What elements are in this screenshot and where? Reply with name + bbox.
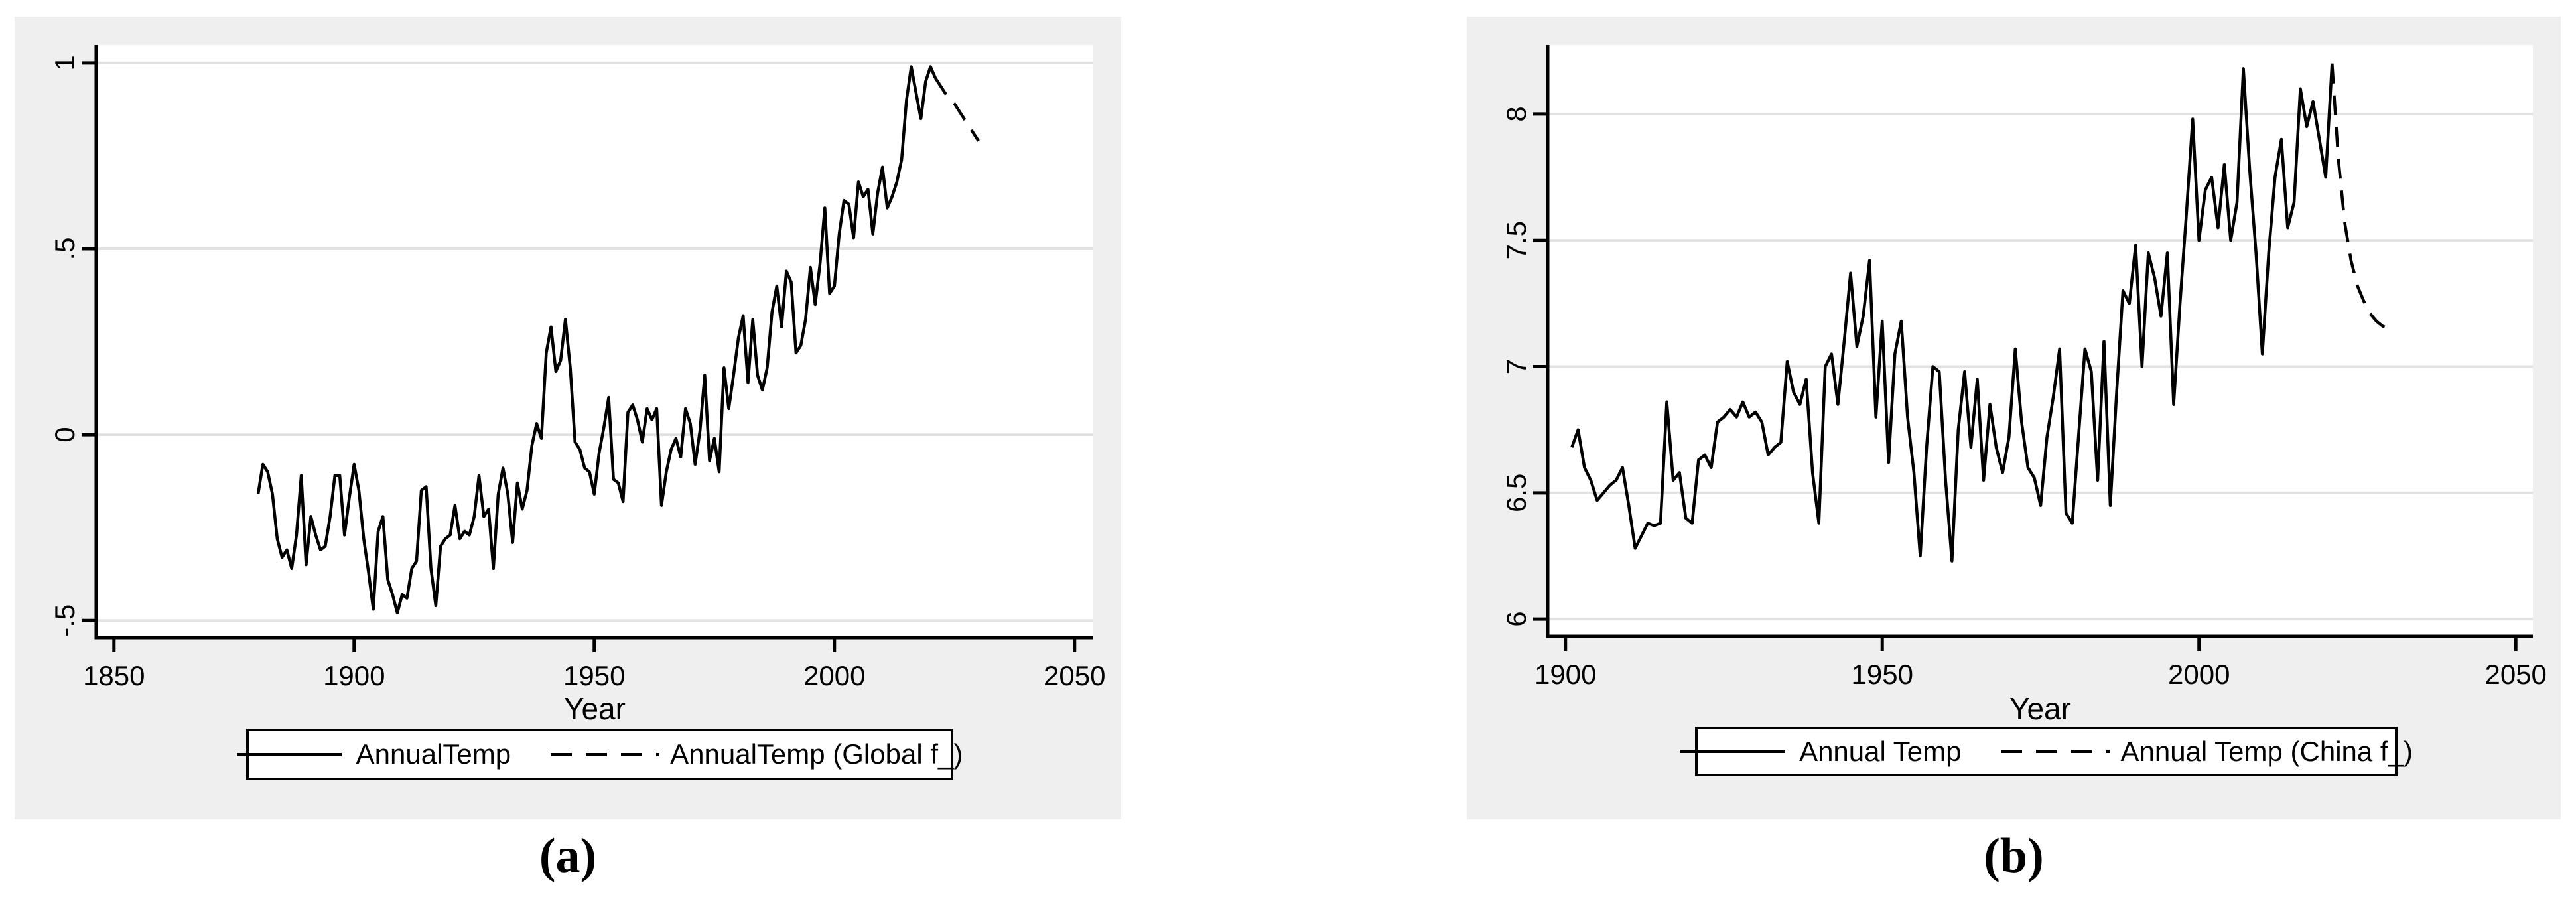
y-tick-label: 6.5 xyxy=(1501,474,1532,512)
chart-a-legend-label-annualtemp: AnnualTemp xyxy=(356,738,511,770)
series-dashed-line xyxy=(2331,63,2390,330)
subfigure-caption-b: (b) xyxy=(1984,829,2044,883)
chart-b-legend-label-annualtemp: Annual Temp xyxy=(1799,735,1962,767)
y-tick-label: 6 xyxy=(1501,611,1532,626)
y-tick-label: -.5 xyxy=(49,604,80,637)
y-tick-label: 7.5 xyxy=(1501,221,1532,259)
x-tick-label: 2000 xyxy=(803,660,865,691)
chart-a-legend-solid-line-sample xyxy=(236,752,342,756)
series-dashed-line xyxy=(933,77,980,142)
y-tick-label: 0 xyxy=(49,427,80,442)
chart-b-plot-panel: 8 7.5 7 6.5 6 1900 1950 2000 2050 Year Annual Te… xyxy=(1467,17,2561,819)
chart-b-plot: 8 7.5 7 6.5 6 1900 1950 2000 2050 xyxy=(1501,45,2547,690)
figure-panel-b: 8 7.5 7 6.5 6 1900 1950 2000 2050 Year Annual Te… xyxy=(1467,17,2561,880)
chart-b-x-axis-title: Year xyxy=(2009,691,2071,726)
series-solid-line xyxy=(256,65,937,615)
y-tick-label: .5 xyxy=(49,237,80,260)
chart-a-legend-label-forecast: AnnualTemp (Global f_) xyxy=(670,738,963,770)
x-tick-label: 1950 xyxy=(563,660,625,691)
x-tick-label: 2050 xyxy=(1044,660,1105,691)
plot-area xyxy=(1548,45,2533,636)
chart-b-legend-label-forecast: Annual Temp (China f_) xyxy=(2120,735,2413,767)
subfigure-caption-a: (a) xyxy=(539,829,597,883)
y-tick-label: 1 xyxy=(49,55,80,70)
x-tick-label: 1950 xyxy=(1852,659,1913,690)
chart-a-legend: AnnualTemp AnnualTemp (Global f_) xyxy=(236,729,963,780)
y-tick-label: 7 xyxy=(1501,359,1532,374)
chart-a-x-axis-title: Year xyxy=(564,691,626,726)
chart-b-legend-solid-line-sample xyxy=(1680,750,1785,753)
y-tick-label: 8 xyxy=(1501,106,1532,121)
plot-area xyxy=(96,45,1093,638)
x-tick-label: 2050 xyxy=(2484,659,2546,690)
x-tick-label: 1850 xyxy=(83,660,145,691)
x-tick-label: 2000 xyxy=(2168,659,2230,690)
chart-a-plot-panel: 1 .5 0 -.5 1850 1900 1950 2000 2050 Year AnnualT… xyxy=(15,17,1121,819)
chart-a-legend-dashed-line-sample xyxy=(551,752,660,756)
x-tick-label: 1900 xyxy=(323,660,385,691)
figure-panel-a: 1 .5 0 -.5 1850 1900 1950 2000 2050 Year AnnualT… xyxy=(15,17,1121,880)
chart-b-legend: Annual Temp Annual Temp (China f_) xyxy=(1680,727,2413,776)
x-tick-label: 1900 xyxy=(1534,659,1596,690)
series-solid-line xyxy=(1570,63,2334,563)
chart-b-legend-dashed-line-sample xyxy=(2001,750,2110,753)
